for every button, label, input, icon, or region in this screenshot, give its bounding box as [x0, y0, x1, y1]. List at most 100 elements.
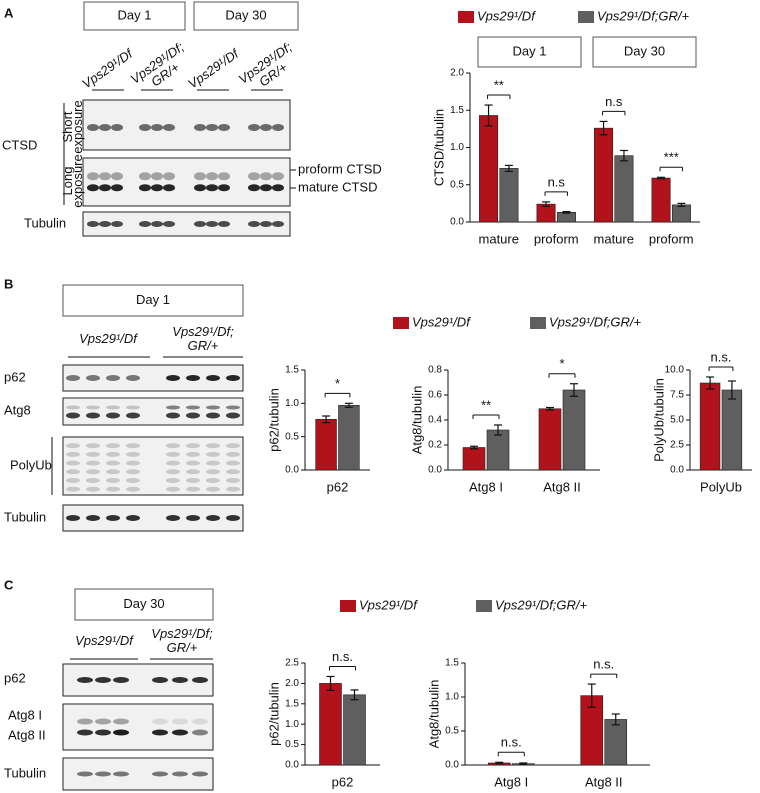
error-bar: [546, 406, 554, 411]
blot-band: [218, 184, 230, 192]
blot-band: [226, 375, 240, 381]
x-tick-label: proform: [534, 231, 579, 246]
blot-band: [172, 771, 188, 777]
blot-band: [151, 184, 163, 192]
x-tick-label: mature: [479, 231, 519, 246]
blot-band: [126, 405, 140, 410]
lane-label-line: GR/+: [167, 640, 198, 655]
lane-label-line: Vps29¹/Df;: [172, 324, 234, 339]
blot-band: [86, 469, 100, 475]
error-bar: [657, 176, 666, 180]
blot-band: [206, 443, 220, 449]
blot-band: [206, 515, 220, 521]
blot-band: [77, 718, 93, 725]
error-bar: [344, 402, 353, 408]
blot-band: [172, 677, 188, 683]
blot-band: [206, 184, 218, 192]
y-tick-label: 0.5: [450, 179, 464, 190]
error-bar: [611, 713, 620, 726]
day-box: [193, 1, 299, 31]
bar: [462, 447, 486, 471]
blot-band: [226, 486, 240, 492]
blot-band: [151, 172, 163, 181]
blot-band: [194, 221, 206, 227]
blot-band: [106, 515, 120, 521]
error-bar: [470, 445, 478, 450]
blot-band: [186, 375, 200, 381]
row-label: Tubulin: [4, 509, 46, 524]
blot-strip: [62, 436, 244, 496]
blot-band: [66, 515, 80, 521]
blot-band: [163, 184, 175, 192]
y-tick-label: 0.0: [445, 760, 459, 771]
y-tick-label: 0.8: [428, 365, 442, 376]
blot-band: [192, 677, 208, 683]
blot-band: [151, 124, 163, 131]
blot-band: [86, 405, 100, 410]
row-label: PolyUb: [10, 457, 52, 472]
blot-band: [172, 718, 188, 725]
blot-band: [152, 729, 168, 736]
bar: [343, 694, 366, 766]
blot-band: [248, 124, 260, 131]
blot-band: [139, 124, 151, 131]
blot-band: [106, 486, 120, 492]
blot-band: [152, 771, 168, 777]
y-tick-label: 2.0: [285, 678, 299, 689]
blot-band: [106, 443, 120, 449]
significance: **: [481, 397, 491, 412]
significance: n.s: [605, 94, 623, 109]
lane-label-line: Vps29¹/Df: [75, 633, 134, 648]
blot-band: [126, 486, 140, 492]
error-bar: [562, 210, 571, 214]
blot-band: [206, 486, 220, 492]
y-axis-title: Atg8/tubulin: [409, 386, 424, 455]
error-bar: [677, 202, 686, 207]
error-bar: [706, 376, 715, 390]
y-tick-label: 2.5: [285, 658, 299, 669]
error-bar: [619, 149, 628, 162]
error-bar: [350, 689, 359, 701]
error-bar: [599, 120, 608, 136]
legend-swatch: [340, 600, 356, 612]
blot-band: [272, 124, 284, 131]
blot-band: [206, 405, 220, 410]
blot-band: [166, 478, 180, 483]
exposure-label: Longexposure: [60, 154, 85, 207]
blot-band: [166, 412, 180, 419]
y-tick-label: 10.0: [665, 365, 685, 376]
blot-band: [126, 515, 140, 521]
blot-band: [106, 405, 120, 410]
blot-band: [66, 412, 80, 419]
day-label: Day 30: [225, 7, 266, 22]
blot-band: [206, 375, 220, 381]
legend-label: Vps29¹/Df;GR/+: [495, 597, 588, 612]
blot-band: [206, 460, 220, 466]
lane-label: Vps29¹/Df;GR/+: [172, 324, 234, 353]
exposure-line: Long: [60, 167, 75, 196]
blot-band: [77, 677, 93, 683]
row-label: Tubulin: [24, 215, 66, 230]
y-tick-label: 0.0: [450, 217, 464, 228]
blot-band: [106, 412, 120, 419]
legend-label: Vps29¹/Df: [359, 597, 418, 612]
legend-label: Vps29¹/Df;GR/+: [597, 8, 690, 23]
blot-band: [139, 184, 151, 192]
blot-band: [152, 718, 168, 725]
blot-band: [186, 486, 200, 492]
blot-band: [106, 460, 120, 466]
y-axis-title: Atg8/tubulin: [426, 680, 441, 749]
blot-band: [186, 451, 200, 457]
exposure-label: Shortexposure: [60, 100, 85, 153]
day-label: Day 1: [118, 7, 152, 22]
day-label: Day 1: [136, 292, 170, 307]
day-box: [62, 284, 244, 317]
blot-band: [166, 486, 180, 492]
blot-band: [166, 451, 180, 457]
x-tick-label: p62: [332, 774, 354, 789]
blot-band: [66, 486, 80, 492]
lane-label: Vps29¹/Df: [79, 46, 136, 92]
lane-label-line: Vps29¹/Df: [79, 331, 138, 346]
bar: [604, 719, 628, 766]
